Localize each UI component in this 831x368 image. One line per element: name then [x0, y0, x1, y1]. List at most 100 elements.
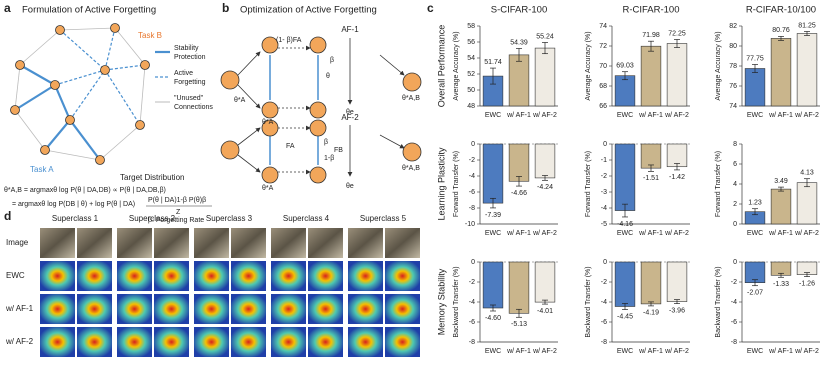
value-label: 81.25 [798, 22, 816, 29]
math-label: θe [346, 109, 354, 116]
af2-label: AF-2 [341, 113, 359, 122]
value-label: -4.60 [485, 315, 501, 322]
value-label: 3.49 [774, 178, 788, 185]
y-tick-label: 82 [729, 23, 737, 30]
y-axis-label: Forward Transfer (%) [715, 151, 722, 217]
legend-label: Forgetting [174, 79, 206, 86]
x-tick-label: w/ AF-2 [794, 112, 819, 119]
heatmap [117, 327, 152, 357]
heatmap [194, 327, 229, 357]
y-axis-label: Backward Transfer (%) [715, 266, 722, 337]
heatmap [154, 261, 189, 291]
y-tick-label: 0 [471, 141, 475, 148]
image-thumb [117, 228, 152, 258]
panel-title: Optimization of Active Forgetting [240, 5, 377, 16]
y-tick-label: -6 [601, 319, 607, 326]
image-thumb [348, 228, 383, 258]
heatmap [348, 327, 383, 357]
heatmap [385, 327, 420, 357]
y-tick-label: -6 [469, 189, 475, 196]
heatmap [40, 327, 75, 357]
row-title: Overall Performance [436, 25, 446, 108]
heatmap [385, 294, 420, 324]
x-tick-label: w/ AF-2 [532, 230, 557, 237]
math-label: θ*A,B [402, 95, 420, 102]
value-label: 1.23 [748, 200, 762, 207]
equation: P(θ | DA)1-β P(θ)β [148, 197, 206, 204]
x-tick-label: w/ AF-1 [768, 112, 793, 119]
value-label: 80.76 [772, 27, 790, 34]
y-tick-label: 6 [733, 161, 737, 168]
bar [482, 261, 504, 309]
y-tick-label: -5 [601, 221, 607, 228]
heatmap [40, 294, 75, 324]
x-tick-label: w/ AF-2 [794, 348, 819, 355]
math-label: θ*A [234, 97, 246, 104]
value-label: -4.01 [537, 308, 553, 315]
heatmap [77, 327, 112, 357]
network-nodes [10, 23, 150, 165]
heatmap [308, 294, 343, 324]
panel-label: a [4, 1, 11, 15]
bar [770, 38, 792, 107]
bar [482, 143, 504, 204]
image-thumb [271, 228, 306, 258]
heatmap [308, 327, 343, 357]
x-tick-label: EWC [485, 348, 501, 355]
bar [666, 261, 688, 302]
value-label: 69.03 [616, 63, 634, 70]
math-label: θ*A,B [402, 165, 420, 172]
heatmap [154, 294, 189, 324]
x-tick-label: w/ AF-1 [506, 112, 531, 119]
math-label: 1-β [324, 155, 334, 162]
column-title: R-CIFAR-100 [622, 5, 679, 16]
heatmap [271, 327, 306, 357]
x-tick-label: w/ AF-1 [506, 230, 531, 237]
y-tick-label: 52 [467, 71, 475, 78]
math-label: β [330, 57, 334, 64]
x-tick-label: EWC [485, 112, 501, 119]
y-axis-label: Forward Transfer (%) [585, 151, 592, 217]
x-tick-label: w/ AF-1 [768, 348, 793, 355]
x-tick-label: EWC [747, 230, 763, 237]
heatmap [348, 294, 383, 324]
legend-label: Stability [174, 45, 199, 52]
heatmap [385, 261, 420, 291]
panel-title: Formulation of Active Forgetting [22, 5, 156, 16]
y-tick-label: 56 [467, 39, 475, 46]
y-tick-label: 0 [603, 259, 607, 266]
value-label: -1.51 [643, 175, 659, 182]
y-tick-label: 78 [729, 63, 737, 70]
y-tick-label: -4 [469, 299, 475, 306]
heatmap [154, 327, 189, 357]
legend-label: Protection [174, 54, 206, 61]
panel-b: b Optimization of Active Forgetting AF-1… [220, 1, 422, 192]
image-thumb [385, 228, 420, 258]
bar [508, 54, 530, 107]
image-thumb [154, 228, 189, 258]
heatmap [271, 294, 306, 324]
heatmap [117, 261, 152, 291]
y-tick-label: -2 [469, 279, 475, 286]
y-tick-label: 80 [729, 43, 737, 50]
math-label: FB [334, 147, 343, 154]
y-tick-label: -1 [601, 157, 607, 164]
x-tick-label: w/ AF-1 [506, 348, 531, 355]
value-label: 55.24 [536, 33, 554, 40]
value-label: -4.66 [511, 190, 527, 197]
heatmap [271, 261, 306, 291]
value-label: 51.74 [484, 59, 502, 66]
row-label: Image [6, 238, 29, 247]
math-label: θ*A [262, 119, 274, 126]
y-tick-label: -2 [601, 173, 607, 180]
value-label: -5.13 [511, 321, 527, 328]
arrows [237, 38, 405, 177]
x-tick-label: EWC [485, 230, 501, 237]
value-label: 71.98 [642, 32, 660, 39]
heatmap [40, 261, 75, 291]
heatmap [194, 294, 229, 324]
bar [640, 45, 662, 107]
superclass-label: Superclass 4 [283, 214, 330, 223]
panel-label: b [222, 1, 229, 15]
